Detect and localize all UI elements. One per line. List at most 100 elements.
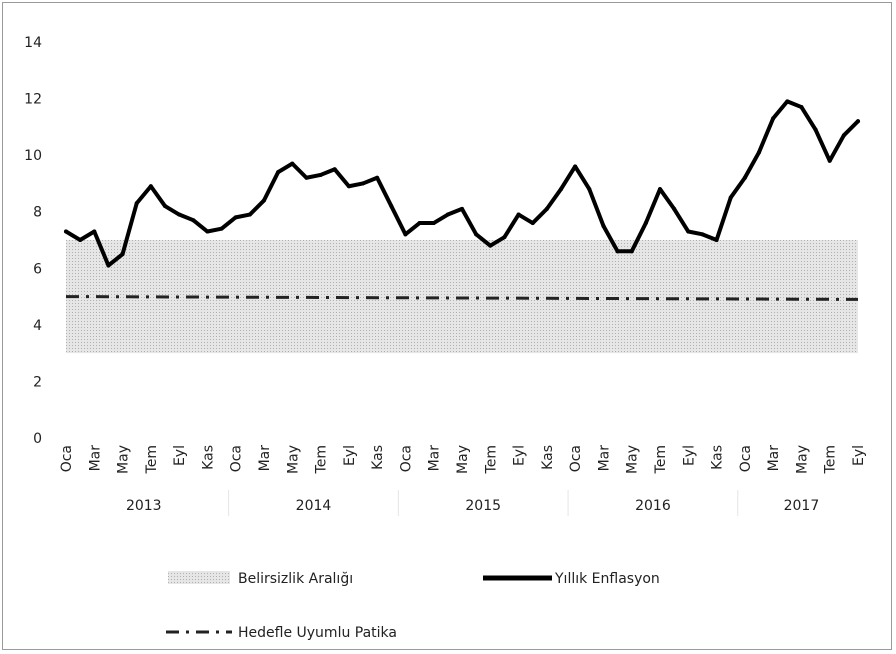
data-point — [148, 184, 153, 189]
data-point — [714, 238, 719, 242]
x-tick-label: Mar — [427, 445, 443, 472]
legend-band-label: Belirsizlik Aralığı — [238, 571, 353, 587]
target-path-line — [65, 295, 859, 301]
data-point — [92, 229, 97, 234]
data-point — [361, 181, 365, 186]
year-label: 2014 — [296, 498, 332, 514]
data-point — [544, 206, 549, 211]
data-point — [587, 187, 592, 192]
series-layer — [64, 99, 860, 268]
data-point — [856, 119, 860, 124]
data-point — [290, 161, 295, 166]
x-tick-label: Kas — [200, 445, 216, 470]
x-tick-label: Tem — [483, 445, 499, 474]
data-point — [742, 175, 747, 180]
x-tick-label: Mar — [596, 445, 612, 472]
x-tick-label: Eyl — [342, 445, 358, 466]
target-path-layer — [65, 295, 859, 301]
x-tick-label: Tem — [144, 445, 160, 474]
year-axis: 2013 2014 2015 2016 2017 — [126, 490, 819, 516]
data-point — [573, 164, 578, 169]
data-point — [799, 105, 804, 110]
data-point — [375, 175, 380, 180]
data-point — [205, 229, 210, 234]
x-tick-label: Kas — [370, 445, 386, 470]
x-tick-label: Kas — [710, 445, 726, 470]
x-tick-label: May — [285, 445, 301, 474]
legend-target-label: Hedefle Uyumlu Patika — [238, 625, 397, 641]
data-point — [191, 218, 196, 223]
data-point — [431, 221, 436, 226]
data-point — [262, 198, 266, 203]
data-point — [474, 232, 479, 237]
y-tick-label: 2 — [33, 374, 42, 390]
data-point — [771, 116, 776, 121]
data-point — [276, 170, 281, 175]
data-point — [78, 238, 83, 242]
x-tick-label: Oca — [568, 445, 584, 472]
y-tick-label: 6 — [33, 261, 42, 277]
data-point — [488, 243, 493, 248]
data-point — [120, 252, 125, 257]
x-tick-label: Oca — [229, 445, 245, 472]
x-tick-label: May — [794, 445, 810, 474]
data-point — [134, 201, 139, 206]
data-point — [177, 212, 182, 217]
x-tick-label: Oca — [738, 445, 754, 472]
data-point — [346, 184, 351, 189]
data-point — [813, 127, 818, 132]
y-tick-label: 0 — [33, 431, 42, 447]
year-label: 2013 — [126, 498, 162, 514]
x-tick-label: May — [625, 445, 641, 474]
x-tick-label: Eyl — [681, 445, 697, 466]
x-tick-label: Oca — [398, 445, 414, 472]
data-point — [403, 232, 408, 237]
y-tick-label: 4 — [33, 318, 42, 334]
data-point — [502, 235, 507, 240]
data-point — [601, 223, 606, 228]
data-point — [728, 195, 733, 200]
data-point — [247, 212, 252, 217]
data-point — [233, 215, 238, 220]
data-point — [460, 206, 464, 211]
y-tick-label: 14 — [24, 35, 42, 51]
data-point — [615, 249, 620, 254]
legend-series-label: Yıllık Enflasyon — [554, 571, 660, 587]
x-tick-label: Mar — [766, 445, 782, 472]
data-point — [827, 158, 832, 163]
x-tick-label: Tem — [653, 445, 669, 474]
x-tick-label: May — [116, 445, 132, 474]
y-tick-label: 8 — [33, 205, 42, 221]
x-tick-label: Eyl — [851, 445, 867, 466]
data-point — [445, 212, 450, 217]
legend-band-swatch — [168, 571, 230, 584]
legend: Belirsizlik Aralığı Yıllık Enflasyon Hed… — [166, 571, 660, 641]
data-point — [643, 221, 648, 226]
data-point — [841, 133, 846, 138]
year-label: 2015 — [465, 498, 501, 514]
x-tick-label: Eyl — [512, 445, 528, 466]
year-label: 2017 — [784, 498, 820, 514]
x-tick-label: Eyl — [172, 445, 188, 466]
x-tick-label: Oca — [59, 445, 75, 472]
year-label: 2016 — [635, 498, 671, 514]
data-point — [219, 226, 224, 231]
data-point — [332, 167, 337, 172]
data-point — [700, 232, 705, 237]
x-tick-label: Tem — [314, 445, 330, 474]
data-point — [389, 204, 394, 209]
x-axis: Oca Mar May Tem Eyl Kas Oca Mar May Tem Eyl Kas Oca M… — [59, 445, 867, 475]
x-tick-label: Mar — [257, 445, 273, 472]
data-point — [658, 187, 662, 192]
data-point — [757, 150, 761, 155]
data-point — [785, 99, 790, 104]
data-point — [64, 229, 68, 234]
x-tick-label: Tem — [823, 445, 839, 474]
x-tick-label: Kas — [540, 445, 556, 470]
data-point — [318, 172, 323, 177]
data-point — [163, 204, 167, 209]
data-point — [672, 206, 677, 211]
y-tick-label: 12 — [24, 92, 42, 108]
